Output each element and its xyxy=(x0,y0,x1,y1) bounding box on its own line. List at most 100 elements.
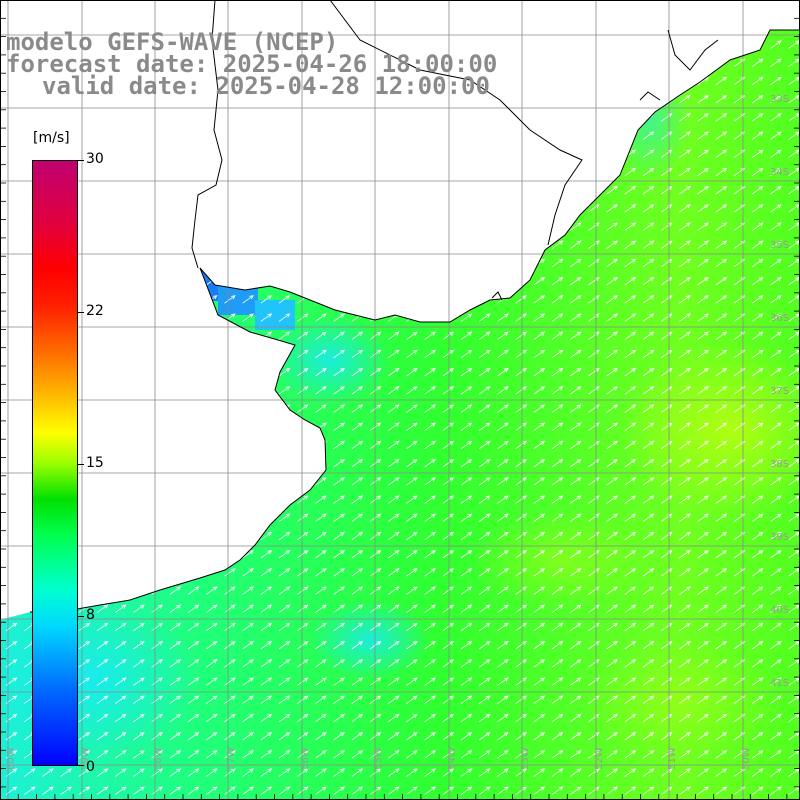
wind-arrow xyxy=(460,495,473,504)
wind-arrow xyxy=(151,622,163,632)
wind-arrow xyxy=(315,750,327,759)
wind-arrow xyxy=(478,477,491,486)
wind-arrow xyxy=(278,622,291,632)
wind-arrow xyxy=(460,513,473,522)
wind-arrow xyxy=(242,640,254,650)
wind-arrow xyxy=(515,94,527,104)
wind-arrow xyxy=(533,94,546,104)
wind-arrow xyxy=(624,131,637,140)
latitude-label: 33S xyxy=(770,94,789,105)
wind-arrow xyxy=(606,422,618,431)
wind-arrow xyxy=(351,204,364,213)
wind-arrow xyxy=(478,276,491,286)
wind-arrow xyxy=(406,113,418,122)
wind-arrow xyxy=(78,113,91,122)
colorbar xyxy=(32,160,78,766)
wind-arrow xyxy=(23,76,36,86)
wind-arrow xyxy=(78,240,91,249)
wind-arrow xyxy=(551,495,564,504)
wind-arrow xyxy=(114,677,127,686)
wind-arrow xyxy=(569,204,582,213)
wind-arrow xyxy=(442,786,455,795)
wind-arrow xyxy=(715,677,728,686)
wind-arrow xyxy=(205,750,218,759)
wind-arrow xyxy=(296,622,309,632)
wind-arrow xyxy=(333,604,345,613)
wind-arrow xyxy=(770,113,782,122)
wind-arrow xyxy=(333,549,345,559)
wind-arrow xyxy=(715,313,728,322)
wind-arrow xyxy=(315,622,327,632)
wind-arrow xyxy=(751,586,764,595)
wind-arrow xyxy=(770,149,782,158)
wind-arrow xyxy=(569,349,582,359)
wind-arrow xyxy=(169,750,182,759)
wind-arrow xyxy=(478,622,491,632)
wind-arrow xyxy=(770,295,782,304)
wind-arrow xyxy=(351,40,364,49)
wind-arrow xyxy=(697,695,709,704)
wind-arrow xyxy=(133,149,145,158)
wind-arrow xyxy=(515,750,527,759)
wind-arrow xyxy=(406,167,418,177)
wind-arrow xyxy=(387,240,400,249)
wind-arrow xyxy=(642,440,655,450)
wind-arrow xyxy=(478,531,491,541)
wind-arrow xyxy=(715,404,728,413)
wind-arrow xyxy=(169,477,182,486)
wind-arrow xyxy=(351,477,364,486)
wind-arrow xyxy=(588,94,600,104)
wind-arrow xyxy=(497,30,509,31)
wind-arrow xyxy=(114,440,127,450)
wind-arrow xyxy=(478,349,491,359)
wind-arrow xyxy=(642,477,655,486)
wind-arrow xyxy=(96,331,109,340)
wind-arrow xyxy=(679,204,691,213)
wind-arrow xyxy=(515,30,527,31)
wind-arrow xyxy=(169,604,182,613)
wind-arrow xyxy=(187,440,200,450)
coastline xyxy=(30,29,800,613)
wind-arrow xyxy=(533,349,546,359)
wind-arrow xyxy=(478,586,491,595)
wind-arrow xyxy=(42,113,54,122)
wind-arrow xyxy=(406,349,418,359)
wind-arrow xyxy=(642,30,655,31)
wind-arrow xyxy=(260,149,273,158)
wind-arrow xyxy=(642,422,655,431)
wind-arrow xyxy=(551,622,564,632)
wind-arrow xyxy=(751,185,764,195)
wind-arrow xyxy=(679,5,690,13)
wind-arrow xyxy=(588,58,600,67)
wind-arrow xyxy=(569,622,582,632)
estuary-cell xyxy=(218,285,258,315)
wind-arrow xyxy=(296,113,309,122)
wind-arrow xyxy=(624,731,637,741)
longitude-label: 57W xyxy=(226,747,237,770)
wind-arrow xyxy=(515,386,527,395)
wind-arrow xyxy=(460,750,473,759)
wind-arrow xyxy=(96,786,109,795)
wind-arrow xyxy=(460,713,473,723)
wind-arrow xyxy=(533,30,546,31)
wind-arrow xyxy=(133,531,145,541)
wind-arrow xyxy=(333,568,345,577)
wind-arrow xyxy=(460,331,473,340)
wind-arrow xyxy=(278,440,291,450)
wind-arrow xyxy=(187,586,200,595)
wind-arrow xyxy=(551,349,564,359)
wind-arrow xyxy=(5,349,18,359)
wind-arrow xyxy=(187,185,200,195)
wind-arrow xyxy=(187,731,200,741)
wind-arrow xyxy=(424,768,436,777)
wind-arrow xyxy=(442,531,455,541)
wind-arrow xyxy=(114,240,127,249)
wind-arrow xyxy=(315,440,327,450)
wind-arrow xyxy=(679,222,691,231)
wind-arrow xyxy=(624,367,637,377)
wind-arrow xyxy=(624,568,637,577)
wind-arrow xyxy=(387,440,400,450)
wind-arrow xyxy=(460,386,473,395)
wind-arrow xyxy=(751,113,764,122)
wind-arrow xyxy=(715,349,728,359)
